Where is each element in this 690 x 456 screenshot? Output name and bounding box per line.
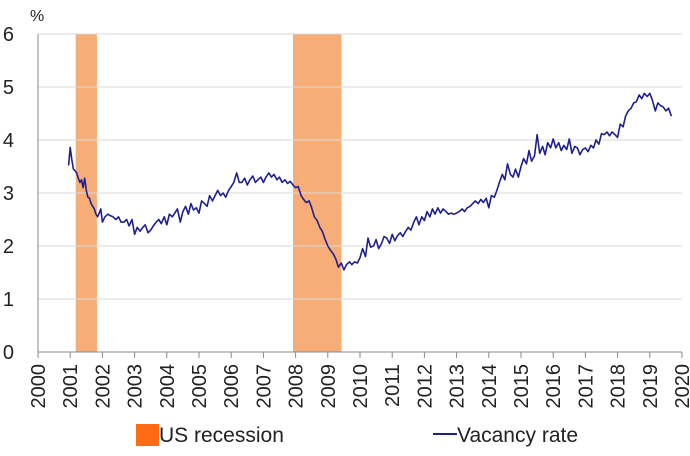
x-tick-label: 2004: [157, 364, 179, 409]
x-tick-label: 2009: [318, 364, 340, 409]
x-tick-label: 2016: [543, 364, 565, 409]
x-tick-label: 2017: [575, 364, 597, 409]
y-axis-unit-label: %: [30, 8, 44, 25]
legend: US recession Vacancy rate: [136, 424, 578, 447]
x-tick-label: 2013: [447, 364, 469, 409]
legend-label-vacancy-rate: Vacancy rate: [457, 424, 578, 447]
y-tick-label: 5: [3, 77, 14, 99]
x-tick-label: 2011: [382, 364, 404, 407]
x-tick-label: 2015: [511, 364, 533, 409]
legend-swatch-us-recession: [136, 424, 159, 446]
y-tick-label: 3: [3, 183, 14, 205]
x-tick-label: 2006: [221, 364, 243, 409]
y-tick-label: 6: [3, 24, 14, 46]
x-tick-label: 2005: [189, 364, 211, 409]
x-tick-label: 2018: [608, 364, 630, 409]
gridlines: 0 1 2 3 4 5 6: [3, 24, 682, 364]
y-tick-label: 4: [3, 130, 14, 152]
x-tick-label: 2007: [253, 364, 275, 409]
x-tick-label: 2008: [286, 364, 308, 409]
y-tick-label: 1: [3, 289, 14, 311]
y-tick-label: 2: [3, 236, 14, 258]
x-tick-label: 2010: [350, 364, 372, 409]
x-tick-label: 2003: [125, 364, 147, 409]
legend-label-us-recession: US recession: [159, 424, 284, 447]
axes: 2000 2001 2002 2003 2004 2005 2006 2007 2008 2009…: [28, 34, 690, 409]
series-line-vacancy-rate: [67, 92, 673, 271]
x-tick-label: 2002: [92, 364, 114, 409]
x-tick-label: 2000: [28, 364, 50, 409]
series-layer: [67, 92, 673, 271]
x-tick-label: 2020: [672, 364, 690, 409]
x-tick-label: 2019: [640, 364, 662, 409]
x-tick-label: 2001: [60, 364, 82, 409]
x-tick-label: 2012: [414, 364, 436, 409]
y-tick-label: 0: [3, 342, 14, 364]
x-tick-label: 2014: [479, 364, 501, 409]
